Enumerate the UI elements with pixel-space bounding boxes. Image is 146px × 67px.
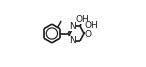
Text: N: N (69, 36, 76, 45)
Text: N: N (69, 22, 76, 31)
Text: OH: OH (85, 21, 99, 30)
Text: OH: OH (76, 15, 90, 24)
Text: O: O (85, 30, 92, 39)
